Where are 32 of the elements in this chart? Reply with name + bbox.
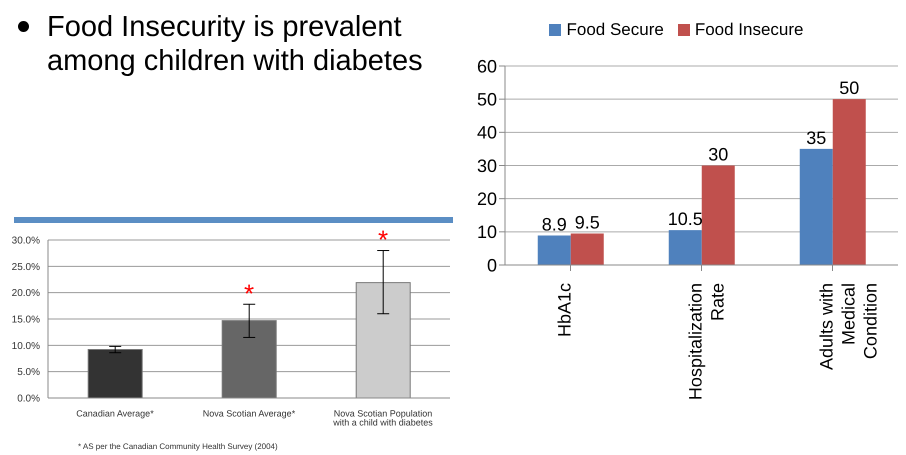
x-tick-label: HbA1c [554, 283, 574, 338]
legend-label: Food Secure [565, 20, 664, 40]
annotation: * [378, 224, 388, 255]
annotation: * [244, 278, 254, 308]
data-label: 35 [806, 128, 826, 148]
text: * AS per the Canadian Community Health Survey (2004) [78, 442, 278, 451]
x-tick-label: Nova Scotian Average* [202, 408, 296, 418]
x-tick-label: Adults with Medical Condition [816, 283, 880, 370]
y-tick-label: 0.0% [17, 394, 40, 405]
y-tick-label: 30 [476, 156, 497, 176]
y-tick-label: 25.0% [12, 262, 40, 273]
x-tick-label: Nova Scotian Population with a child with diabetes [332, 408, 434, 428]
y-tick-label: 15.0% [12, 314, 40, 326]
y-tick-label: 10 [476, 222, 497, 242]
data-label: 10.5 [668, 209, 703, 230]
y-tick-label: 20 [476, 189, 497, 210]
y-tick-label: 0 [486, 255, 497, 276]
data-label: 30 [708, 144, 728, 164]
y-tick-label: 30.0% [12, 236, 40, 247]
data-label: 9.5 [574, 212, 600, 232]
y-tick-label: 10.0% [12, 340, 40, 352]
x-tick-label: Canadian Average* [76, 408, 154, 418]
chart-title: Food Insecurity is prevalent among children with diabetes [47, 10, 424, 78]
data-label: 50 [839, 78, 860, 98]
y-tick-label: 20.0% [12, 288, 40, 300]
x-tick-label: Hospitalization Rate [686, 283, 728, 400]
y-tick-label: 40 [476, 122, 497, 143]
y-tick-label: 50 [476, 90, 497, 110]
legend-label: Food Insecure [694, 20, 804, 40]
y-tick-label: 5.0% [17, 367, 40, 378]
data-label: 8.9 [542, 214, 567, 234]
y-tick-label: 60 [476, 56, 497, 76]
